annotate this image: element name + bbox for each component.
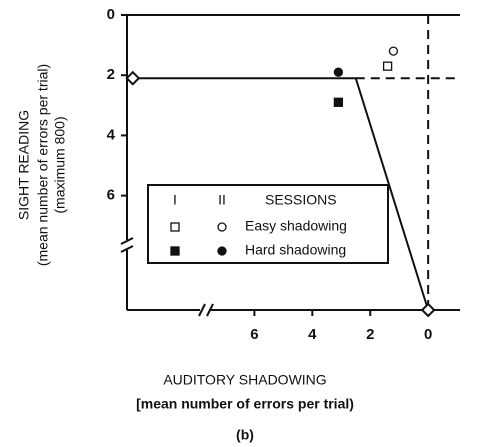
legend-column: I xyxy=(173,192,177,208)
point xyxy=(382,61,393,71)
y-axis-label: SIGHT READING (mean number of errors per… xyxy=(16,64,68,266)
single-task-point xyxy=(125,70,141,86)
x-tick-label: 4 xyxy=(308,326,317,343)
legend-title: SESSIONS xyxy=(265,192,337,208)
legend-box xyxy=(147,184,389,264)
axis-break xyxy=(198,303,206,317)
point xyxy=(388,46,399,56)
axes xyxy=(120,14,460,317)
axis-break xyxy=(120,245,134,253)
x-label: [mean number of errors per trial) xyxy=(136,396,354,412)
axis-break xyxy=(206,303,214,317)
y-label-line: SIGHT READING xyxy=(16,110,32,220)
y-label-line: (mean number of errors per trial) xyxy=(35,64,51,266)
single-task-point xyxy=(420,302,436,318)
legend-marker xyxy=(217,246,227,256)
y-tick-label: 6 xyxy=(107,187,115,204)
axis-break xyxy=(120,237,134,245)
y-tick-label: 0 xyxy=(107,6,115,23)
point xyxy=(333,67,344,77)
x-tick-label: 0 xyxy=(424,326,432,343)
legend-column: II xyxy=(218,192,226,208)
legend-label: Hard shadowing xyxy=(245,242,346,258)
x-label: AUDITORY SHADOWING xyxy=(163,372,326,388)
legend-marker xyxy=(170,246,180,256)
prediction-line xyxy=(132,77,430,311)
x-tick-label: 2 xyxy=(366,326,374,343)
caption: (b) xyxy=(236,427,254,443)
y-tick-label: 2 xyxy=(107,66,115,83)
y-label-line: (maximum 800) xyxy=(52,116,68,213)
point xyxy=(333,97,344,107)
legend-label: Easy shadowing xyxy=(245,218,347,234)
y-tick-label: 4 xyxy=(107,126,116,143)
legend-marker xyxy=(170,222,180,232)
x-tick-label: 6 xyxy=(250,326,258,343)
legend-marker xyxy=(217,222,227,232)
